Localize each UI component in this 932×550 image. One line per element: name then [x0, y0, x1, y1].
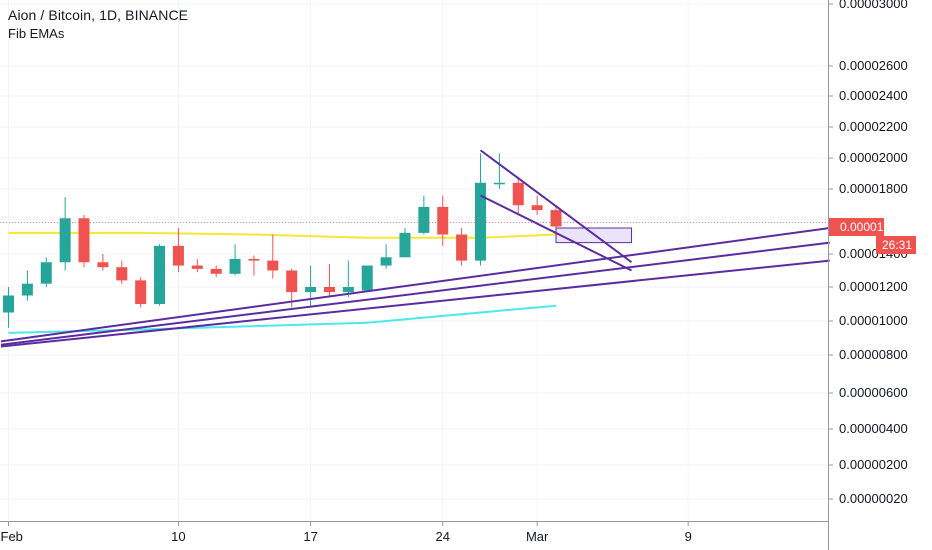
candle-down — [97, 254, 109, 271]
trendline-2[interactable] — [0, 241, 830, 346]
candle-up — [399, 228, 411, 258]
time-axis[interactable]: Feb 10 17 24 Mar 9 — [0, 521, 828, 544]
candle-down — [456, 228, 468, 266]
candle-down — [248, 255, 260, 276]
candle-down — [437, 195, 449, 246]
chart-legend: Aion / Bitcoin, 1D, BINANCE Fib EMAs — [8, 7, 188, 41]
indicator-label[interactable]: Fib EMAs — [8, 26, 65, 41]
candle-up — [3, 287, 14, 328]
candle-down — [172, 228, 184, 273]
candle-up — [154, 244, 166, 306]
price-axis[interactable]: 0.00003000 0.00002600 0.00002400 0.00002200… — [828, 0, 908, 550]
candle-up — [493, 153, 505, 189]
y-tick-label: 0.00002400 — [839, 88, 908, 103]
candle-up — [380, 244, 392, 269]
candle-up — [21, 270, 33, 301]
candle-up — [229, 244, 241, 276]
y-tick-label: 0.00002600 — [839, 58, 908, 73]
candle-down — [531, 195, 543, 215]
trendline-1[interactable] — [0, 227, 830, 343]
y-tick-label: 0.00001000 — [839, 313, 908, 328]
y-tick-label: 0.00002000 — [839, 150, 908, 165]
y-tick-label: 0.00001800 — [839, 181, 908, 196]
y-tick-label: 0.00000200 — [839, 457, 908, 472]
countdown-text: 26:31 — [882, 238, 912, 252]
candle-up — [475, 153, 486, 266]
candle-up — [342, 260, 354, 298]
candle-down — [135, 277, 147, 308]
x-tick-label: Mar — [526, 529, 549, 544]
y-tick-label: 0.00000600 — [839, 385, 908, 400]
candle-down — [191, 258, 203, 273]
y-tick-label: 0.00000020 — [839, 491, 908, 506]
y-tick-label: 0.00001200 — [839, 279, 908, 294]
candle-down — [323, 263, 335, 296]
price-badges: 0.00001569 26:31 — [829, 218, 916, 254]
x-tick-label: 17 — [303, 529, 317, 544]
candle-up — [59, 197, 71, 271]
y-tick-label: 0.00000800 — [839, 347, 908, 362]
candles — [3, 153, 562, 328]
candle-up — [361, 265, 373, 293]
x-tick-label: 24 — [436, 529, 450, 544]
candle-down — [116, 260, 128, 284]
x-tick-label: 9 — [685, 529, 692, 544]
trendline-4[interactable] — [479, 149, 633, 264]
candle-down — [78, 215, 90, 268]
countdown-badge — [876, 236, 916, 254]
candle-up — [418, 195, 430, 235]
candle-up — [40, 257, 52, 287]
candle-down — [267, 234, 279, 279]
y-tick-label: 0.00003000 — [839, 0, 908, 11]
ema-line-yellow — [8, 231, 557, 239]
y-tick-label: 0.00000400 — [839, 421, 908, 436]
trendline-5[interactable] — [480, 194, 632, 272]
trendline-3[interactable] — [0, 259, 830, 348]
y-tick-label: 0.00002200 — [839, 119, 908, 134]
drawings[interactable] — [0, 149, 830, 348]
x-tick-label: 10 — [171, 529, 185, 544]
last-price-text: 0.00001569 — [840, 220, 904, 234]
last-price-badge — [829, 218, 884, 236]
grid-lines — [0, 0, 828, 521]
candle-down — [512, 176, 524, 215]
symbol-title[interactable]: Aion / Bitcoin, 1D, BINANCE — [8, 7, 189, 23]
candle-down — [210, 265, 222, 278]
x-tick-label: Feb — [1, 529, 23, 544]
